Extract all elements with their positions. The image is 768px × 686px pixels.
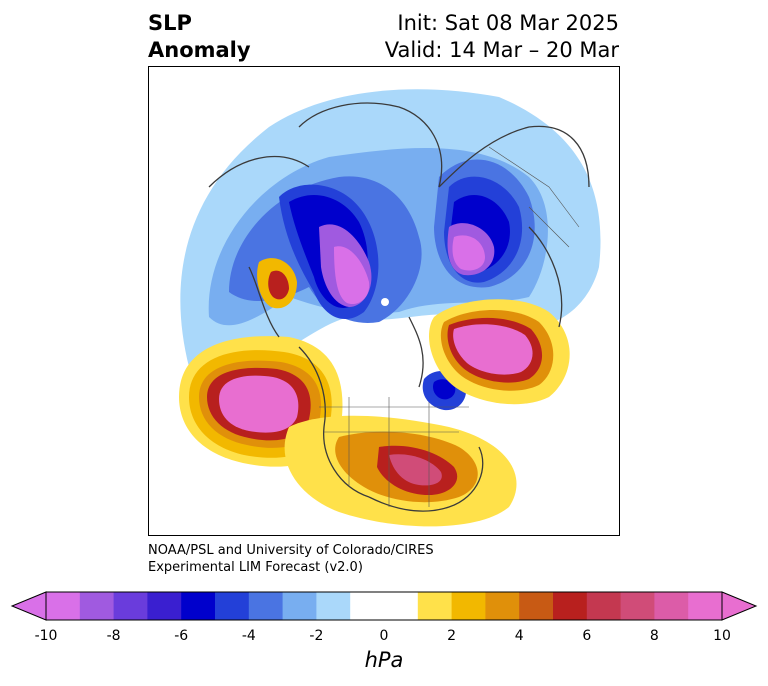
credit-line-1: NOAA/PSL and University of Colorado/CIRE… <box>148 543 434 558</box>
forecast-dates: Init: Sat 08 Mar 2025 Valid: 14 Mar – 20… <box>385 10 619 64</box>
map-canvas <box>179 89 601 527</box>
colorbar-tick-label: 10 <box>713 628 731 644</box>
colorbar-bin <box>553 592 588 620</box>
colorbar-bin <box>282 592 317 620</box>
colorbar-bin <box>350 592 385 620</box>
credit-text: NOAA/PSL and University of Colorado/CIRE… <box>148 542 434 576</box>
anomaly-shading-neg10 <box>334 246 370 305</box>
colorbar-tick-label: 2 <box>447 628 457 644</box>
anomaly-shading-neg10b <box>452 235 485 271</box>
colorbar-bin <box>519 592 554 620</box>
colorbar-tick-label: 6 <box>582 628 592 644</box>
colorbar-bin <box>485 592 520 620</box>
anomaly-shading-pos10 <box>219 375 299 433</box>
colorbar-tick-label: -4 <box>241 628 256 644</box>
colorbar-tick-label: 0 <box>379 628 389 644</box>
colorbar-bin <box>147 592 182 620</box>
anomaly-shading-pos8b <box>389 454 442 486</box>
anomaly-shading-pos10c <box>453 324 533 375</box>
colorbar-bin <box>586 592 622 620</box>
colorbar-tick-label: -2 <box>309 628 324 644</box>
anomaly-shading-pos-alaska-core <box>268 270 289 300</box>
colorbar-tick-label: 4 <box>514 628 524 644</box>
colorbar-bin <box>417 592 453 620</box>
coastlines <box>208 102 590 512</box>
colorbar-bin <box>654 592 689 620</box>
colorbar-unit: hPa <box>364 648 404 672</box>
map-title: SLP Anomaly <box>148 10 251 64</box>
valid-range: Valid: 14 Mar – 20 Mar <box>384 38 619 62</box>
colorbar-bin <box>316 592 351 620</box>
init-date: Init: Sat 08 Mar 2025 <box>397 11 619 35</box>
colorbar-tick-label: -10 <box>34 628 58 644</box>
colorbar-bin <box>181 592 216 620</box>
credit-line-2: Experimental LIM Forecast (v2.0) <box>148 560 363 575</box>
colorbar-over-arrow <box>721 591 758 621</box>
slp-anomaly-map <box>148 66 620 536</box>
colorbar-border <box>45 591 723 621</box>
colorbar-tick-label: -6 <box>174 628 189 644</box>
title-line-1: SLP <box>148 11 192 35</box>
colorbar-tick-label: -8 <box>106 628 121 644</box>
colorbar-bin <box>688 592 723 620</box>
colorbar-tick-label: 8 <box>649 628 659 644</box>
colorbar-bin <box>451 592 486 620</box>
colorbar-under-arrow <box>10 591 47 621</box>
borders <box>319 146 580 507</box>
colorbar-bin <box>215 592 250 620</box>
colorbar-bin <box>79 592 115 620</box>
north-pole-marker <box>381 298 389 306</box>
colorbar-bin <box>384 592 419 620</box>
colorbar-bin <box>46 592 81 620</box>
colorbar <box>10 591 758 621</box>
colorbar-bin <box>620 592 655 620</box>
title-line-2: Anomaly <box>148 38 251 62</box>
colorbar-ticks: -10 -8 -6 -4 -2 0 2 4 6 8 10 <box>0 628 768 648</box>
colorbar-bin <box>248 592 284 620</box>
anomaly-shading-neg-small-core <box>432 379 456 400</box>
colorbar-bin <box>113 592 148 620</box>
